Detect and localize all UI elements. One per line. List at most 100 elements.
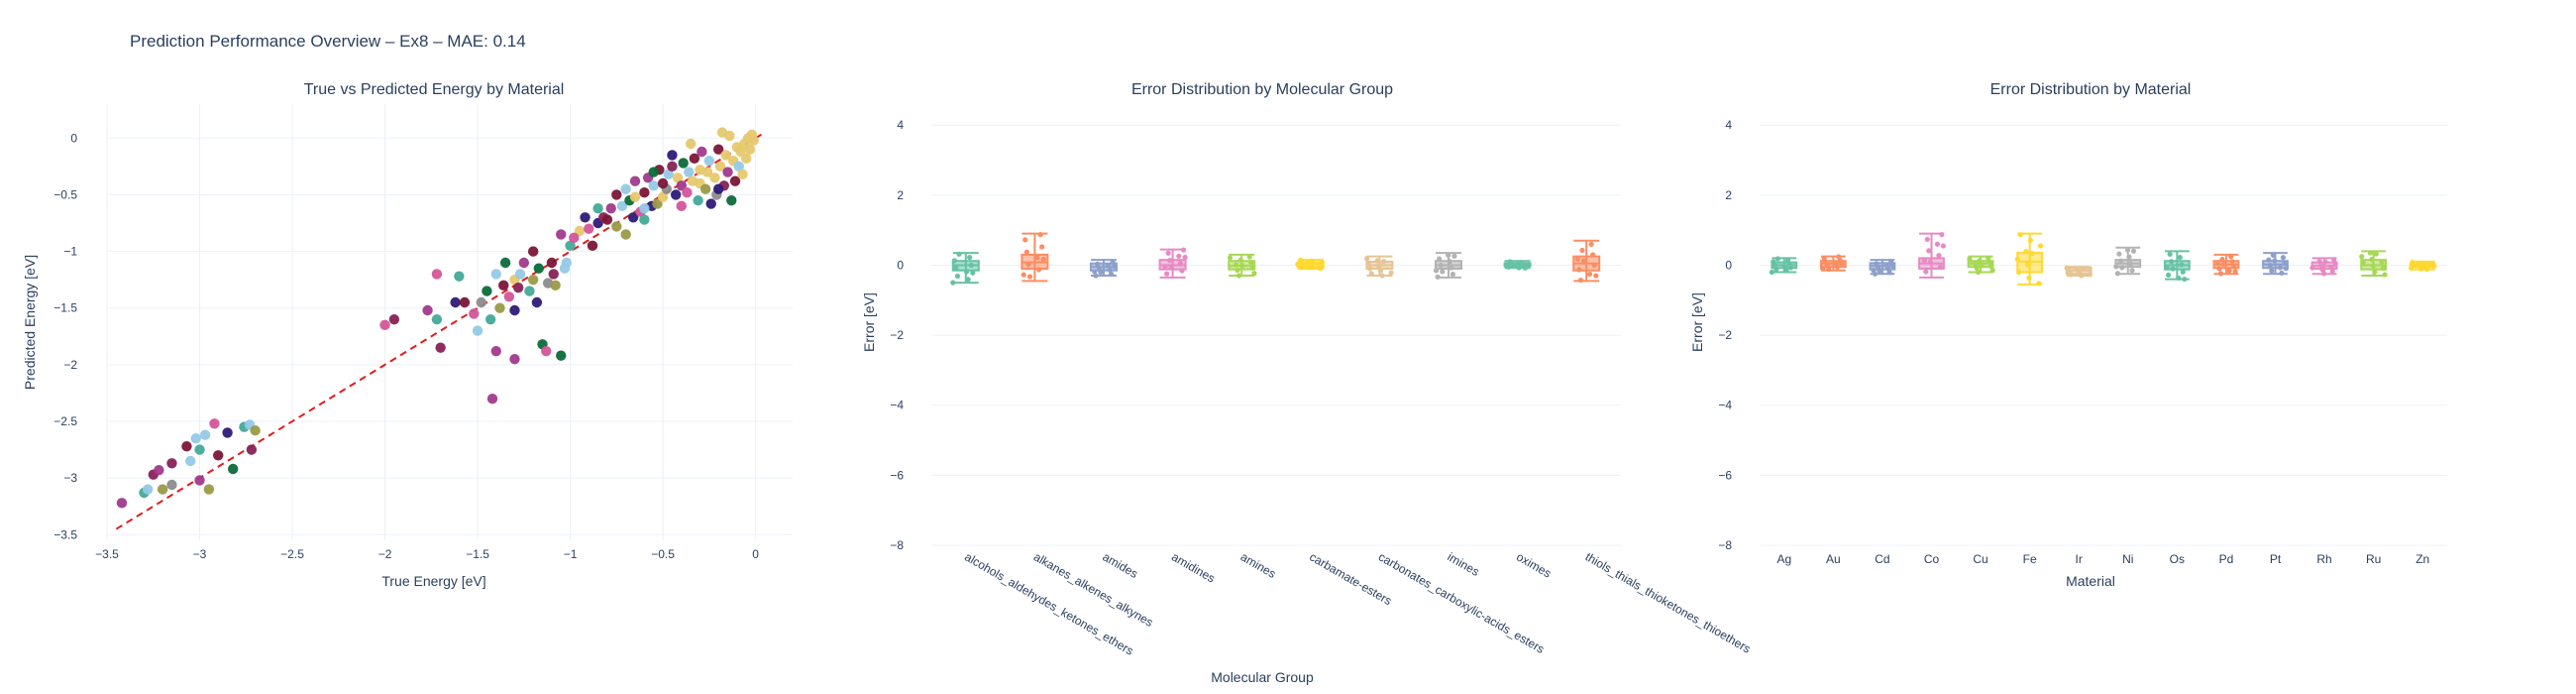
box-point [2319,267,2325,273]
box-point [1237,257,1243,263]
box-point [1576,267,1582,273]
scatter-point [652,198,663,209]
scatter-point [722,167,733,177]
box-point [2170,266,2176,272]
box-point [1388,270,1394,276]
box-point [1025,262,1031,268]
scatter-xtick: −2 [378,547,392,561]
scatter-tick-labels: −3.5 −3 −2.5 −2 −1.5 −1 −0.5 0 −3.5 −3 −2.5 −2 −1.5 −… [54,131,759,561]
box-point [1939,231,1945,238]
box-point [1510,263,1516,269]
scatter-point [541,345,552,357]
box-point [1165,250,1171,256]
box-point [1447,259,1452,265]
box-point [1936,253,1942,259]
box-point [1236,273,1242,279]
box-point [2320,271,2327,277]
group-gridlines [931,124,1621,546]
box-point [2418,266,2424,272]
scatter-point [587,240,598,252]
box-point [2411,262,2417,268]
box-point [2079,273,2085,279]
box-point [967,255,973,261]
box-point [2080,266,2086,273]
box-xtick: Rh [2316,552,2331,566]
box-point [1364,256,1370,262]
scatter-point [657,191,669,202]
box-point [965,277,971,283]
box-point [2026,275,2032,281]
box-point [2226,268,2232,274]
scatter-point [209,418,220,429]
box-point [2272,258,2278,264]
box-point [1967,256,1973,262]
scatter-point [733,161,744,173]
box-point [1438,262,1444,269]
box-point [1107,267,1113,273]
box-point [1787,265,1794,271]
box-point [2380,266,2387,272]
box-point [1112,264,1118,270]
box-xtick: Os [2170,552,2185,566]
box-xtick: Cu [1973,552,1987,566]
box-point [1365,261,1371,267]
box-xtick: oximes [1514,549,1554,580]
box-point [1040,256,1046,263]
scatter-point [548,269,559,280]
box-point [2359,254,2365,260]
box-point [2379,259,2385,265]
box-xtick: amines [1238,549,1279,580]
scatter-point [709,173,720,183]
box-point [2228,254,2234,260]
scatter-point [484,313,496,325]
scatter-point [697,146,707,158]
box-xtick: Ir [2076,552,2083,566]
box-point [953,266,959,272]
scatter-point [431,313,443,325]
box-point [2220,261,2227,268]
scatter-point [648,180,659,191]
scatter-point [482,286,492,296]
box-point [1374,258,1380,264]
scatter-point [639,214,650,225]
scatter-xlabel: True Energy [eV] [381,573,485,589]
box-point [2332,261,2338,267]
material-boxes [1769,231,2437,287]
box-ytick: 2 [1725,188,1732,202]
scatter-xtick: −0.5 [651,547,675,561]
box-point [968,262,974,269]
box-point [1179,268,1185,274]
box-point [1379,273,1385,279]
box-point [1093,273,1099,279]
scatter-point [667,161,678,173]
scatter-point [714,161,726,173]
scatter-point [695,165,705,175]
scatter-point [422,304,433,316]
box-point [1924,236,1930,243]
scatter-point [611,189,622,200]
scatter-xtick: −2.5 [280,547,304,561]
box-point [954,273,961,280]
box-point [1105,263,1112,269]
scatter-point [670,189,682,200]
scatter-point [724,130,735,142]
box-point [2219,256,2225,263]
box-point [2267,263,2273,269]
box-point [1298,257,1304,263]
box-point [2216,266,2222,272]
scatter-point [531,296,543,308]
box-xtick: Zn [2415,552,2429,566]
box-point [1986,255,1991,261]
box-point [1927,259,1933,265]
scatter-point [712,183,724,194]
box-point [1574,256,1580,263]
scatter-point [556,350,567,361]
scatter-point [213,450,224,461]
scatter-ytick: −2.5 [54,414,77,428]
box-ytick: 2 [897,188,904,202]
box-point [1446,252,1451,258]
scatter-point [685,138,697,150]
box-xtick: Cd [1875,552,1889,566]
box-ytick: 0 [897,258,904,272]
